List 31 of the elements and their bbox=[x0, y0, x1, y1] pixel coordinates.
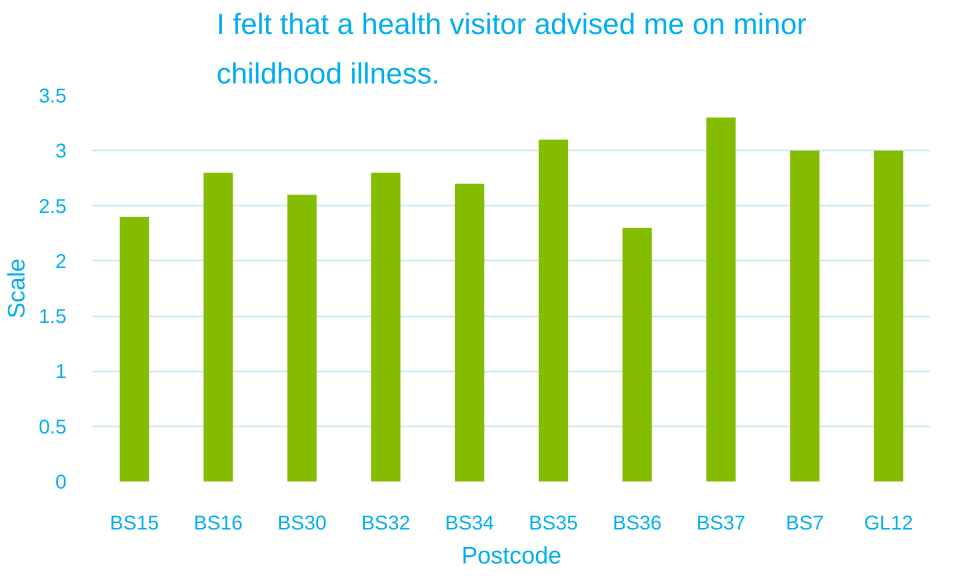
x-tick-label: BS37 bbox=[696, 512, 746, 534]
y-tick-label: 3.5 bbox=[38, 86, 67, 108]
x-tick-label: BS30 bbox=[278, 512, 326, 534]
bar bbox=[371, 172, 400, 482]
bar bbox=[538, 140, 568, 482]
x-tick-label: BS34 bbox=[445, 512, 494, 534]
y-tick-label: 1.5 bbox=[38, 306, 67, 328]
x-tick-label: BS7 bbox=[786, 512, 824, 534]
y-tick-label: 2.5 bbox=[38, 196, 67, 218]
bar bbox=[454, 184, 484, 482]
x-tick-label: BS36 bbox=[612, 512, 662, 534]
x-tick-label: BS35 bbox=[528, 512, 578, 534]
x-tick-label: BS15 bbox=[110, 512, 159, 534]
chart-title: I felt that a health visitor advised me on minor childhood illness. bbox=[216, 8, 807, 90]
y-tick-label: 3 bbox=[55, 140, 66, 163]
x-tick-label: BS32 bbox=[361, 512, 410, 534]
x-tick-label: BS16 bbox=[194, 512, 243, 534]
y-axis-title: Scale bbox=[4, 258, 31, 319]
bar bbox=[874, 150, 904, 482]
y-tick-label: 0.5 bbox=[38, 416, 67, 438]
y-tick-label: 1 bbox=[55, 361, 66, 384]
bar bbox=[120, 216, 150, 482]
bar bbox=[287, 194, 317, 482]
y-tick-label: 2 bbox=[55, 250, 66, 273]
y-tick-label: 0 bbox=[55, 472, 66, 494]
x-tick-label: GL12 bbox=[864, 512, 914, 534]
bar bbox=[790, 150, 820, 482]
bar bbox=[204, 172, 233, 482]
bar bbox=[622, 228, 652, 482]
x-axis-title: Postcode bbox=[461, 542, 562, 570]
bar bbox=[706, 118, 736, 482]
